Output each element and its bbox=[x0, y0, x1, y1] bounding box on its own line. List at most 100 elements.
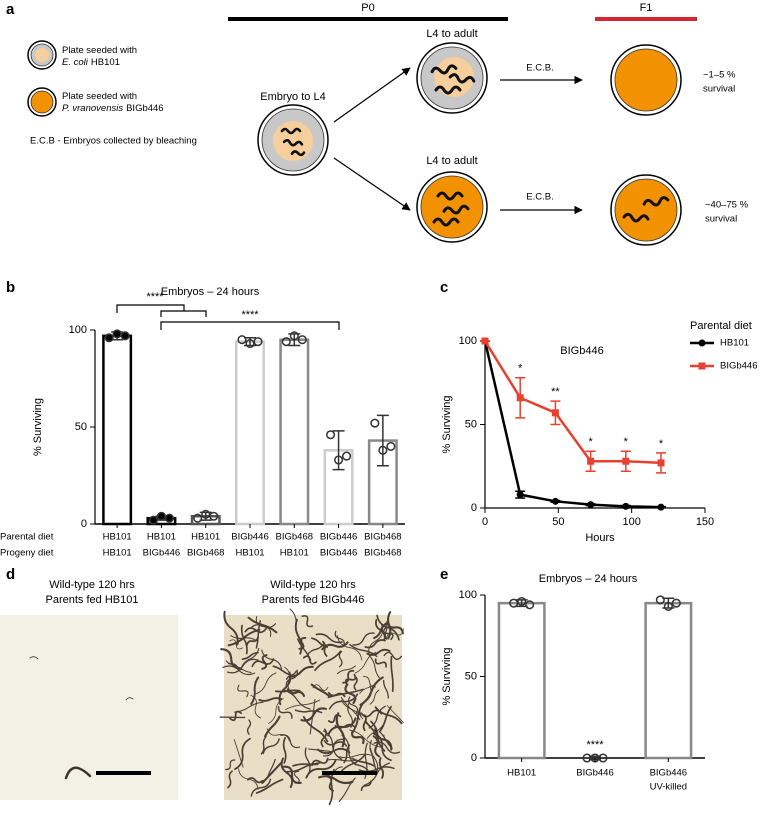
y-tick-label: 50 bbox=[75, 421, 87, 433]
outcome-text: survival bbox=[705, 214, 737, 225]
worm bbox=[260, 736, 267, 755]
x-tick-label: BIGb446 bbox=[576, 768, 614, 779]
stage-label: L4 to adult bbox=[426, 28, 477, 40]
data-point bbox=[245, 339, 255, 349]
worms bbox=[430, 64, 476, 95]
worm bbox=[241, 651, 259, 660]
worm bbox=[302, 716, 329, 743]
bar bbox=[644, 601, 693, 760]
worm bbox=[378, 757, 385, 779]
y-tick-label: 100 bbox=[459, 335, 477, 347]
bar bbox=[279, 338, 310, 526]
worm bbox=[351, 701, 365, 734]
x-tick-label: BIGb446 bbox=[320, 532, 358, 543]
worm bbox=[311, 757, 329, 767]
significance-label: * bbox=[659, 438, 664, 450]
worm bbox=[305, 759, 337, 779]
worm bbox=[327, 714, 342, 724]
worm bbox=[268, 698, 284, 724]
x-tick-label: BIGb468 bbox=[364, 548, 402, 559]
generation-label: F1 bbox=[640, 2, 653, 14]
worm bbox=[430, 64, 458, 75]
legend-bacteria bbox=[35, 48, 49, 62]
scale-bar bbox=[322, 771, 377, 775]
image-caption: Wild-type 120 hrs bbox=[49, 579, 135, 591]
worm bbox=[301, 615, 314, 628]
data-point bbox=[663, 601, 673, 611]
worm bbox=[359, 676, 384, 706]
data-point bbox=[253, 337, 263, 347]
worm bbox=[247, 777, 264, 784]
worm bbox=[314, 650, 342, 672]
legend-text: P. vranovensis BIGb446 bbox=[62, 103, 164, 114]
x-tick-label: BIGb446 bbox=[320, 548, 358, 559]
worm bbox=[282, 139, 304, 147]
transfer-label: E.C.B. bbox=[526, 192, 553, 203]
y-tick-label: 0 bbox=[471, 752, 477, 764]
x-tick-label: 0 bbox=[482, 516, 488, 528]
bar bbox=[497, 601, 546, 760]
worm bbox=[384, 622, 388, 640]
x-tick-label: HB101 bbox=[103, 548, 132, 559]
micrograph bbox=[0, 615, 178, 800]
worm bbox=[258, 697, 283, 702]
data-point bbox=[378, 445, 388, 455]
strain: BIGb446 bbox=[126, 103, 164, 114]
worm bbox=[251, 658, 275, 668]
worm bbox=[277, 705, 293, 719]
worm bbox=[247, 616, 278, 634]
transfer-label: E.C.B. bbox=[526, 63, 553, 74]
worm bbox=[298, 637, 307, 650]
stage-label: Embryo to L4 bbox=[260, 91, 325, 103]
strain: HB101 bbox=[91, 57, 120, 68]
x-tick-label: BIGb446 bbox=[231, 532, 269, 543]
worm bbox=[304, 747, 311, 773]
data-point bbox=[516, 491, 524, 499]
worm bbox=[376, 614, 400, 641]
worm bbox=[240, 647, 260, 671]
worm bbox=[349, 643, 378, 658]
worm bbox=[234, 701, 264, 713]
worm bbox=[360, 780, 372, 792]
worms bbox=[280, 127, 306, 157]
legend-marker bbox=[698, 362, 706, 370]
legend-text: E. coli HB101 bbox=[62, 57, 120, 68]
worm bbox=[383, 651, 403, 661]
bacteria bbox=[273, 121, 313, 161]
data-point bbox=[237, 335, 247, 345]
worm bbox=[366, 724, 384, 739]
y-tick-label: 100 bbox=[69, 324, 87, 336]
worm bbox=[292, 761, 322, 767]
x-tick-label: BIGb468 bbox=[276, 532, 314, 543]
worm bbox=[442, 204, 470, 215]
significance-label: ** bbox=[551, 386, 560, 398]
lawn bbox=[420, 175, 484, 239]
data-point bbox=[289, 331, 299, 341]
data-point bbox=[657, 503, 665, 511]
worm bbox=[234, 737, 251, 771]
worm bbox=[266, 728, 290, 742]
worm bbox=[272, 665, 293, 677]
data-point bbox=[104, 333, 114, 343]
x-axis-label: Hours bbox=[585, 532, 615, 544]
panel-label: c bbox=[440, 279, 448, 296]
worm bbox=[285, 670, 297, 680]
worm bbox=[255, 616, 272, 638]
worm bbox=[336, 634, 363, 661]
worm bbox=[225, 759, 236, 771]
worm bbox=[369, 689, 380, 705]
worm bbox=[125, 697, 134, 701]
worm bbox=[360, 709, 383, 718]
x-tick-label: HB101 bbox=[280, 548, 309, 559]
significance-label: * bbox=[624, 436, 629, 448]
significance-bracket bbox=[116, 304, 207, 317]
worm bbox=[370, 656, 380, 679]
worm bbox=[338, 650, 343, 668]
error-bar bbox=[376, 414, 389, 467]
worm bbox=[343, 744, 351, 764]
legend-title: Parental diet bbox=[690, 320, 752, 332]
worm bbox=[64, 766, 92, 780]
worm bbox=[390, 655, 394, 693]
worm bbox=[312, 684, 329, 691]
